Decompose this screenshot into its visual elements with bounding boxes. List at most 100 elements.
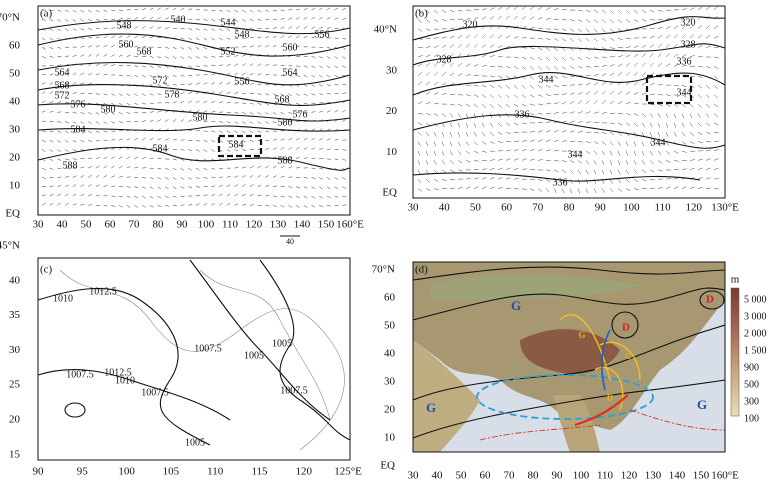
wind-vector	[65, 158, 69, 161]
wind-vector	[319, 177, 323, 180]
wind-barb	[705, 25, 710, 29]
wind-vector	[64, 193, 69, 197]
wind-vector	[295, 102, 300, 105]
wind-vector	[234, 72, 238, 76]
wind-vector	[49, 9, 54, 11]
wind-vector	[257, 63, 262, 67]
wind-vector	[72, 92, 77, 94]
wind-barb	[705, 113, 710, 118]
wind-vector	[57, 19, 61, 22]
wind-vector	[265, 102, 269, 106]
wind-barb	[537, 75, 542, 80]
wind-barb	[641, 113, 646, 117]
x-tick-label: 140	[669, 470, 686, 482]
wind-vector	[126, 112, 131, 114]
wind-vector	[65, 121, 69, 124]
wind-vector	[172, 158, 177, 161]
wind-barb	[417, 141, 421, 146]
wind-barb	[561, 38, 567, 42]
x-tick-label: 50	[456, 470, 468, 482]
wind-vector	[142, 65, 146, 68]
wind-barb	[625, 72, 630, 76]
wind-vector	[211, 19, 216, 22]
wind-barb	[585, 111, 591, 114]
wind-barb	[481, 34, 486, 39]
wind-vector	[257, 36, 262, 39]
wind-barb	[609, 56, 615, 58]
wind-barb	[545, 56, 550, 61]
wind-barb	[689, 186, 695, 189]
wind-barb	[513, 158, 519, 161]
wind-vector	[249, 204, 254, 206]
wind-barb	[665, 18, 671, 20]
wind-barb	[449, 62, 454, 67]
wind-vector	[195, 203, 200, 206]
wind-vector	[295, 17, 300, 20]
wind-vector	[165, 148, 170, 150]
wind-barb	[473, 64, 479, 67]
wind-vector	[134, 93, 138, 97]
wind-barb	[481, 168, 487, 171]
wind-barb	[545, 84, 551, 88]
wind-vector	[311, 147, 316, 150]
wind-vector	[265, 112, 269, 115]
contour-label: 344	[651, 137, 666, 148]
wind-barb	[577, 160, 582, 164]
wind-vector	[319, 46, 324, 49]
wind-vector	[280, 165, 285, 169]
wind-barb	[441, 9, 447, 13]
wind-barb	[497, 113, 501, 118]
wind-vector	[211, 9, 216, 11]
wind-vector	[257, 93, 262, 95]
wind-vector	[118, 44, 123, 48]
wind-barb	[577, 100, 582, 105]
wind-vector	[242, 54, 246, 57]
wind-vector	[195, 195, 200, 197]
wind-barb	[425, 188, 431, 191]
wind-vector	[265, 148, 270, 150]
wind-vector	[118, 205, 123, 208]
wind-vector	[41, 149, 46, 152]
wind-vector	[219, 64, 224, 67]
x-tick-label: 50	[81, 219, 93, 231]
wind-vector	[249, 166, 254, 169]
wind-vector	[319, 84, 323, 87]
wind-vector	[142, 102, 146, 105]
wind-vector	[41, 110, 46, 113]
wind-vector	[303, 46, 308, 48]
wind-barb	[713, 85, 718, 89]
wind-barb	[473, 150, 479, 154]
wind-vector	[280, 138, 285, 141]
wind-vector	[88, 174, 92, 178]
wind-vector	[280, 93, 285, 97]
wind-barb	[649, 103, 655, 106]
wind-barb	[417, 160, 421, 166]
wind-barb	[569, 111, 575, 114]
x-tick-label: 40	[432, 470, 444, 482]
wind-barb	[545, 188, 550, 193]
wind-vector	[134, 8, 139, 11]
wind-barb	[641, 150, 645, 156]
wind-vector	[226, 184, 231, 187]
wind-barb	[449, 169, 455, 173]
wind-vector	[257, 19, 262, 21]
wind-vector	[80, 92, 85, 94]
wind-barb	[713, 46, 719, 48]
wind-vector	[319, 7, 323, 11]
wind-vector	[165, 119, 169, 122]
wind-vector	[172, 17, 177, 20]
wind-barb	[449, 72, 455, 77]
wind-barb	[529, 188, 535, 192]
x-tick-label: 70	[532, 202, 544, 214]
wind-barb	[609, 179, 613, 184]
wind-barb	[577, 9, 583, 12]
wind-barb	[697, 141, 703, 143]
wind-vector	[180, 7, 185, 11]
wind-vector	[218, 81, 223, 85]
wind-barb	[625, 101, 631, 105]
wind-vector	[203, 120, 208, 122]
wind-vector	[72, 158, 77, 160]
wind-barb	[657, 9, 663, 12]
wind-barb	[529, 158, 535, 161]
wind-vector	[195, 167, 200, 171]
